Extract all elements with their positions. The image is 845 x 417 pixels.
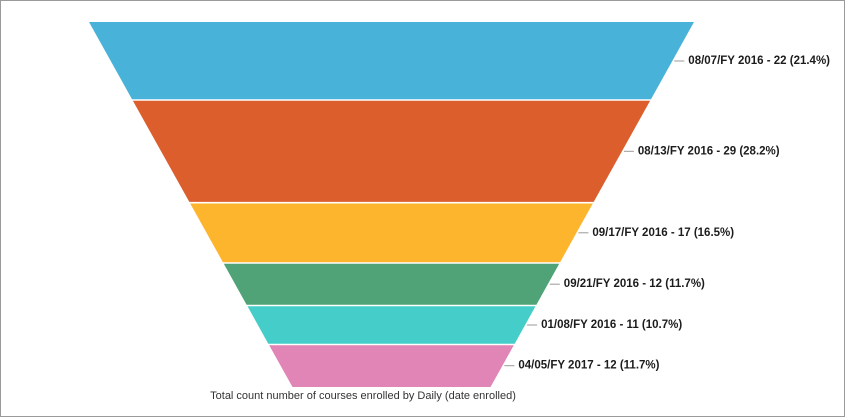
segment-label-5: 04/05/FY 2017 - 12 (11.7%) [518,360,659,372]
funnel-segment-1[interactable] [132,100,651,202]
segment-label-3: 09/21/FY 2016 - 12 (11.7%) [564,278,705,290]
chart-caption: Total count number of courses enrolled b… [210,390,516,402]
funnel-segment-5[interactable] [269,345,514,387]
segment-label-1: 08/13/FY 2016 - 29 (28.2%) [638,145,780,157]
funnel-segment-3[interactable] [223,263,560,305]
funnel-segment-4[interactable] [247,306,536,344]
funnel-segment-2[interactable] [190,203,593,263]
segment-label-2: 09/17/FY 2016 - 17 (16.5%) [592,227,734,239]
funnel-segment-0[interactable] [89,22,694,100]
segment-label-0: 08/07/FY 2016 - 22 (21.4%) [688,55,830,67]
segment-label-4: 01/08/FY 2016 - 11 (10.7%) [541,319,682,331]
